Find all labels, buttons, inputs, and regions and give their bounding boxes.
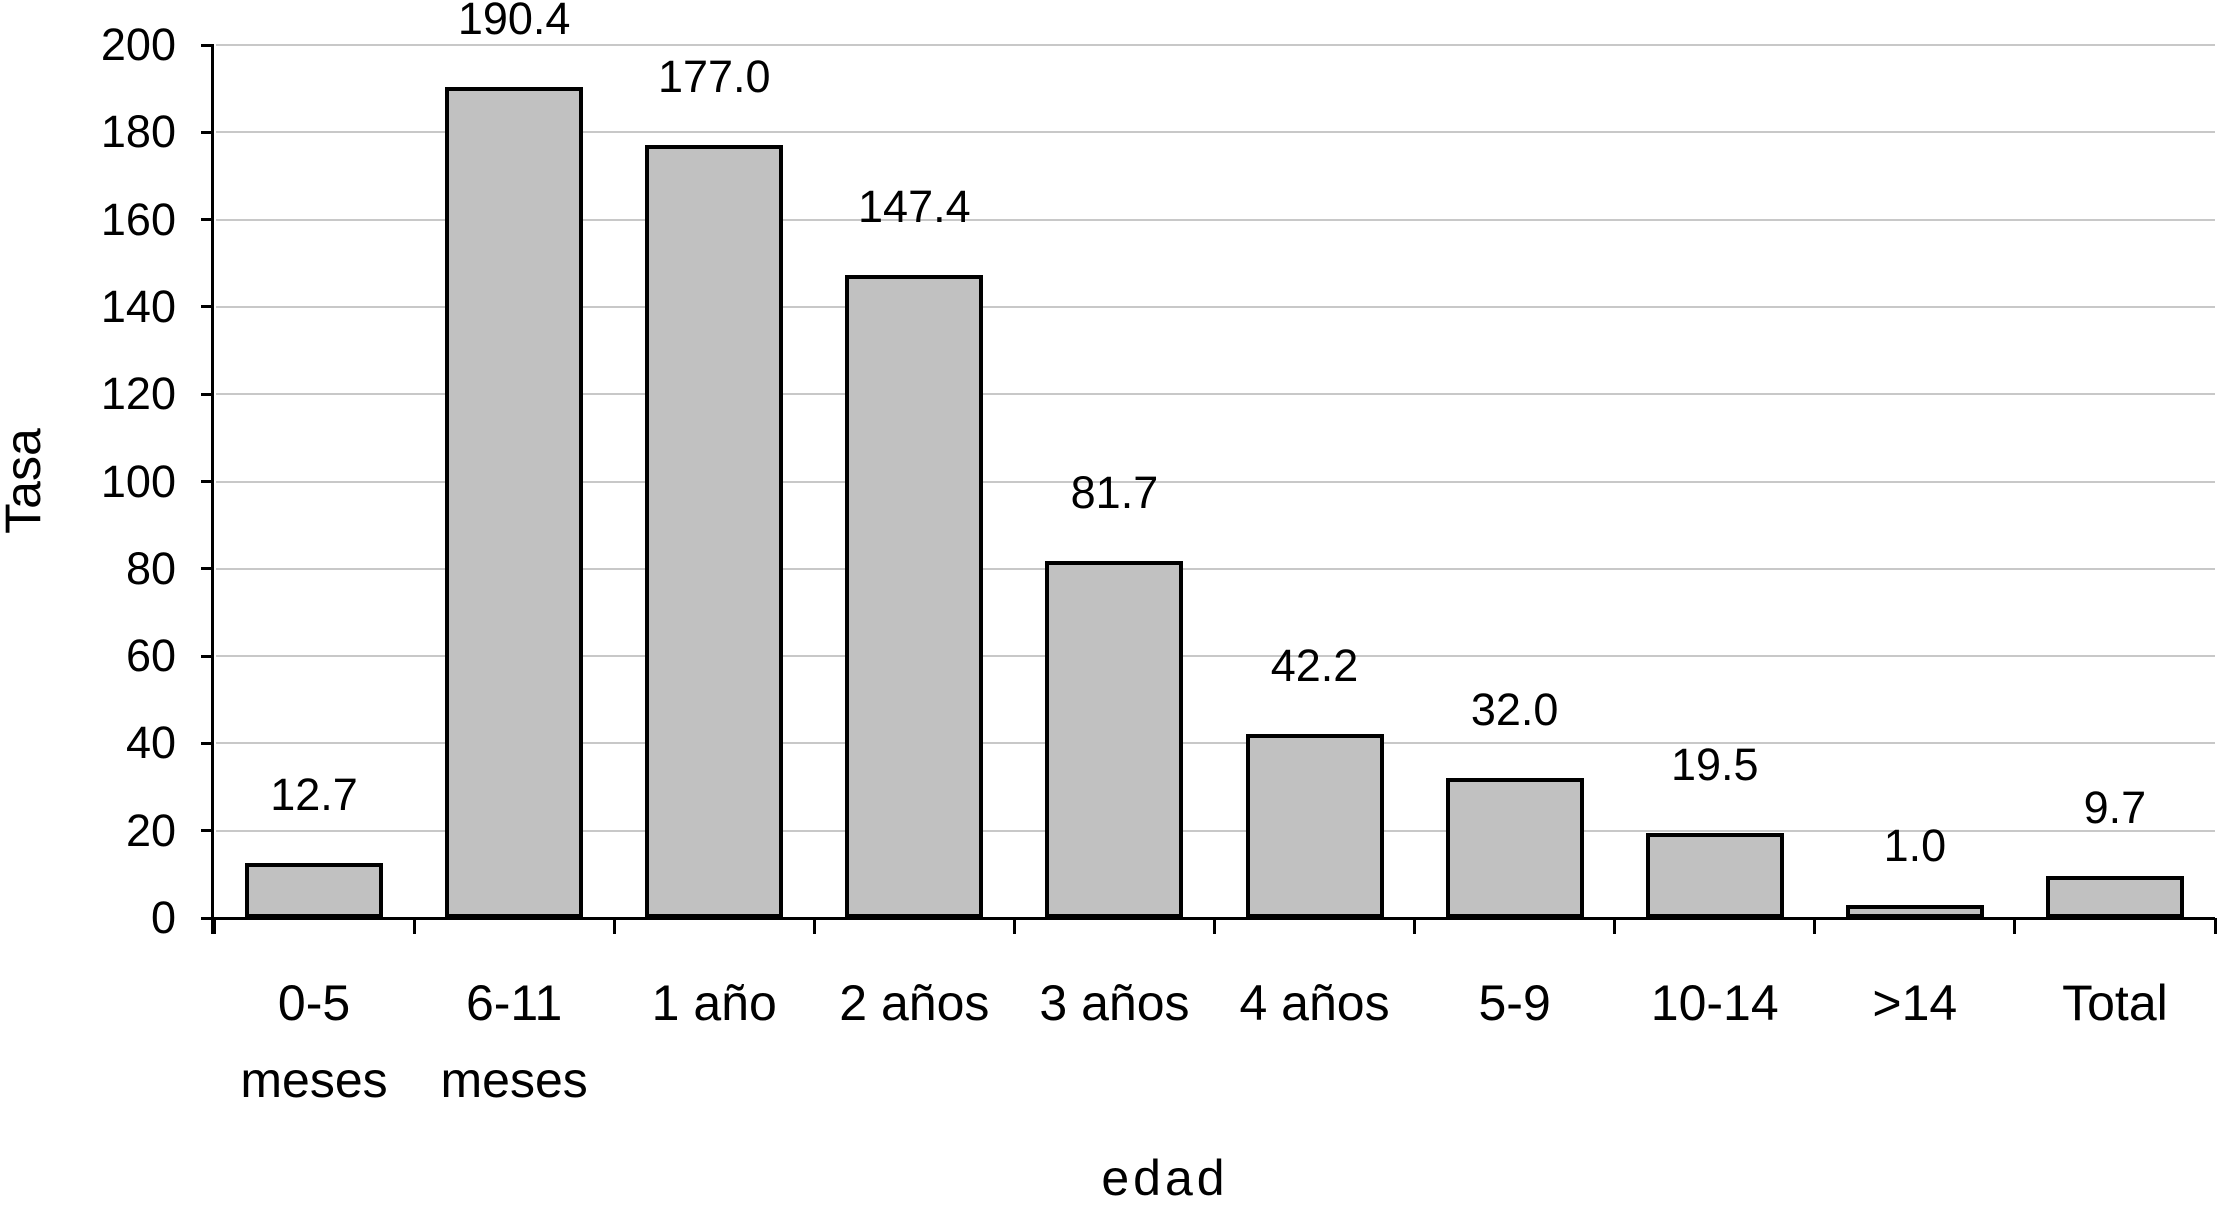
value-label: 1.0: [1883, 820, 1947, 871]
gridline: [216, 480, 2215, 483]
value-label: 42.2: [1270, 640, 1359, 691]
bar: [245, 863, 384, 918]
y-tick: [201, 654, 214, 658]
y-axis-line: [211, 45, 214, 934]
y-tick: [201, 829, 214, 833]
value-label: 9.7: [2083, 782, 2147, 833]
x-tick-label: 3 años: [1039, 975, 1190, 1031]
y-tick: [201, 916, 214, 920]
bar: [445, 87, 584, 918]
x-tick-label: 2 años: [839, 975, 990, 1031]
y-tick-label: 140: [100, 280, 176, 332]
x-tick: [612, 918, 616, 934]
value-label: 32.0: [1470, 684, 1559, 735]
gridline: [216, 131, 2215, 134]
x-axis-title: edad: [1101, 1150, 1229, 1206]
value-label: 190.4: [457, 0, 571, 44]
bar: [645, 145, 784, 918]
gridline: [216, 218, 2215, 221]
x-tick: [412, 918, 416, 934]
x-tick: [212, 918, 216, 934]
x-tick-label: 4 años: [1239, 975, 1390, 1031]
x-tick-label: 10-14: [1650, 975, 1779, 1031]
y-tick: [201, 218, 214, 222]
x-tick: [2013, 918, 2017, 934]
x-tick: [2213, 918, 2217, 934]
gridline: [216, 44, 2215, 46]
value-label: 12.7: [270, 769, 358, 820]
y-tick: [201, 305, 214, 309]
value-label: 81.7: [1070, 467, 1159, 518]
x-tick-label: >14: [1872, 975, 1958, 1031]
y-tick-label: 80: [125, 542, 176, 594]
x-tick-label: 6-11 meses: [440, 975, 588, 1108]
bar: [1645, 833, 1784, 918]
x-tick: [812, 918, 816, 934]
y-tick-label: 100: [100, 455, 176, 507]
value-label: 147.4: [858, 181, 971, 232]
x-tick: [1012, 918, 1016, 934]
y-tick: [201, 130, 214, 134]
x-tick: [1813, 918, 1817, 934]
gridline: [216, 393, 2215, 396]
y-tick-label: 200: [100, 19, 176, 70]
x-axis-line: [211, 917, 2215, 920]
gridline: [216, 829, 2215, 832]
y-tick: [201, 567, 214, 571]
value-label: 19.5: [1670, 739, 1759, 790]
y-tick-label: 20: [125, 804, 176, 856]
bar: [1245, 734, 1384, 918]
y-tick: [201, 43, 214, 47]
x-tick-label: 5-9: [1478, 975, 1551, 1031]
x-tick-label: 0-5 meses: [240, 975, 388, 1108]
x-tick: [1413, 918, 1417, 934]
x-tick: [1213, 918, 1216, 934]
bar: [1445, 778, 1584, 918]
y-tick-label: 40: [125, 717, 176, 769]
y-tick: [201, 741, 214, 745]
y-tick-label: 120: [100, 368, 176, 420]
gridline: [216, 742, 2215, 745]
bar: [1845, 905, 1984, 918]
gridline: [216, 655, 2215, 658]
y-tick-label: 0: [150, 892, 176, 943]
y-tick-label: 180: [100, 106, 176, 158]
y-tick-label: 160: [100, 193, 176, 245]
bar: [2045, 876, 2184, 918]
bar: [845, 275, 984, 918]
x-tick-label: Total: [2062, 975, 2168, 1031]
gridline: [216, 305, 2215, 308]
bar: [1045, 561, 1184, 918]
x-tick: [1613, 918, 1617, 934]
y-tick: [201, 392, 214, 396]
x-tick-label: 1 año: [651, 975, 777, 1031]
value-label: 177.0: [657, 51, 771, 102]
y-tick-label: 60: [125, 630, 176, 682]
y-tick: [201, 480, 214, 483]
gridline: [216, 567, 2215, 570]
